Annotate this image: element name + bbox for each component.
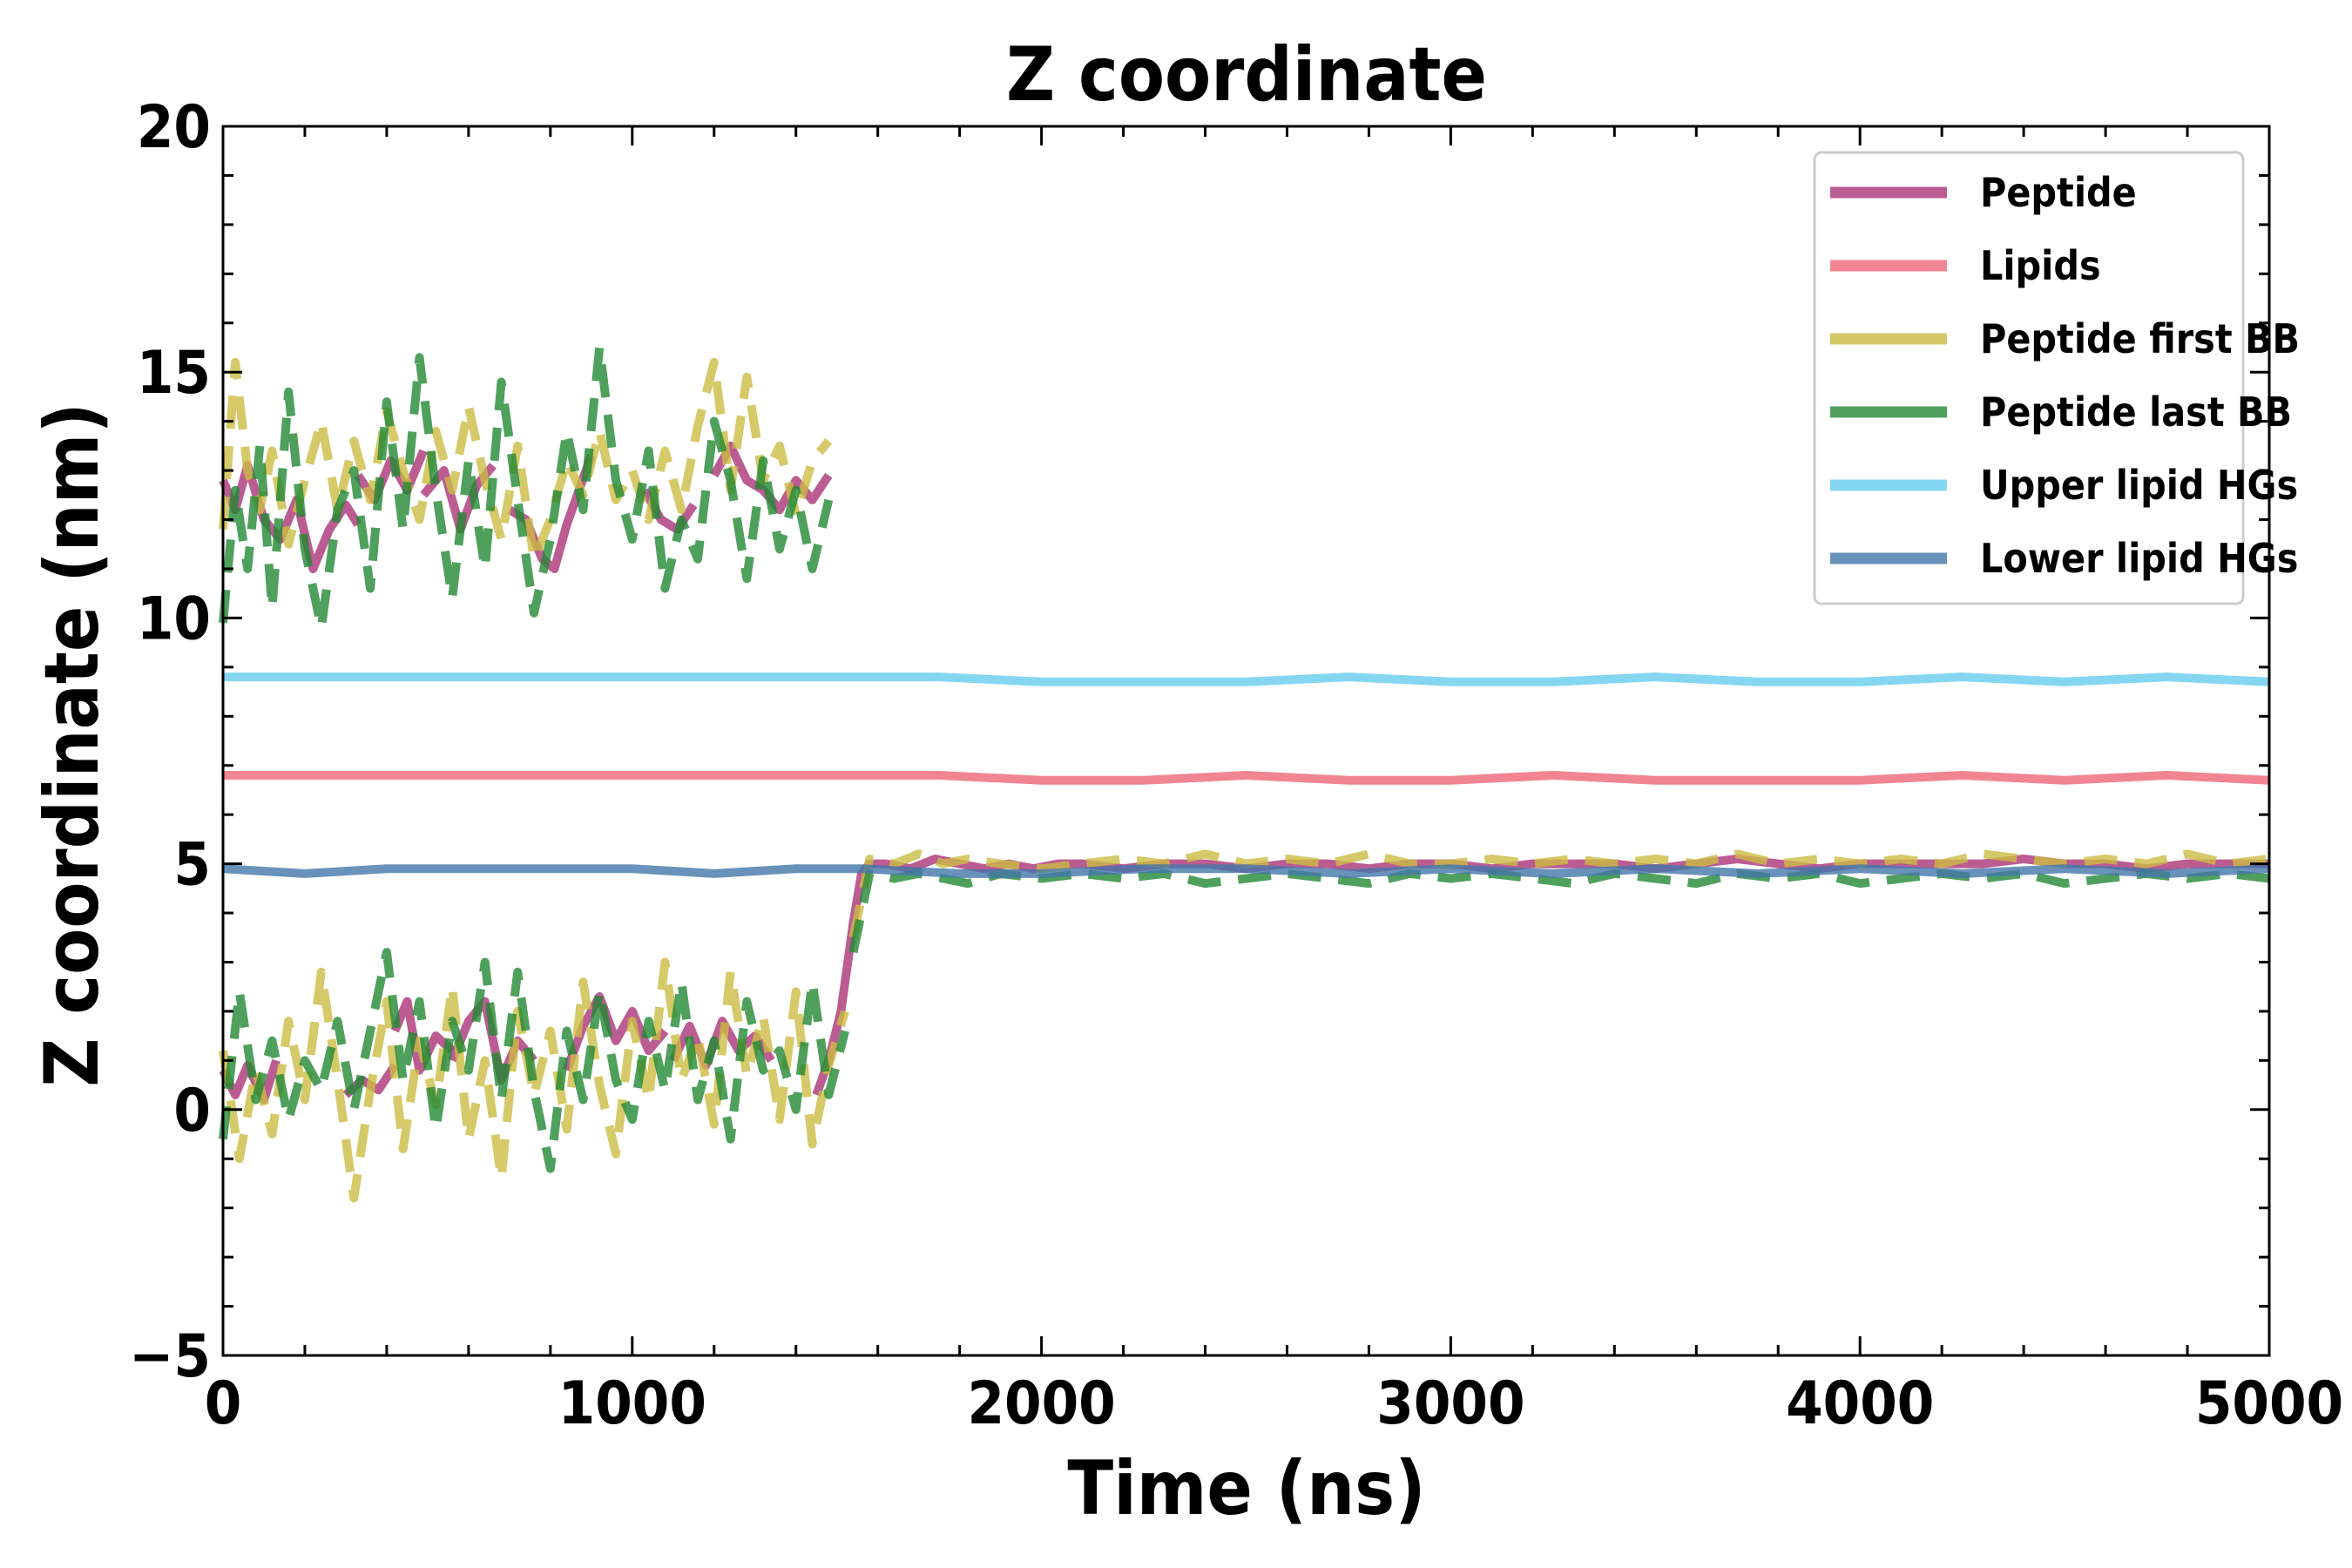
x-tick-label: 0 [205, 1369, 242, 1438]
legend-label: Peptide [1980, 169, 2137, 216]
y-tick-label: −5 [129, 1322, 211, 1391]
series-line-1-0 [223, 771, 2270, 785]
y-tick-label: 0 [173, 1077, 211, 1146]
series-line-0-8 [390, 997, 456, 1075]
chart-title: Z coordinate [1006, 31, 1487, 118]
legend-entry: Lower lipid HGs [1830, 535, 2298, 582]
y-tick-label: 10 [137, 585, 211, 653]
legend-entry: Peptide [1830, 169, 2137, 216]
series-line-4-0 [223, 672, 2270, 686]
y-tick-label: 15 [137, 339, 211, 408]
legend-label: Upper lipid HGs [1980, 462, 2298, 509]
y-tick-label: 5 [173, 831, 211, 900]
legend-entry: Peptide first BB [1830, 315, 2300, 362]
y-tick-label: 20 [137, 93, 211, 162]
series-line-5-0 [222, 864, 2270, 878]
x-tick-label: 2000 [967, 1369, 1115, 1438]
x-axis-label: Time (ns) [1067, 1445, 1425, 1532]
legend-entry: Peptide last BB [1830, 389, 2292, 436]
series-line-2-2 [848, 849, 2270, 939]
series-layer [219, 343, 2270, 1203]
series-line-3-1 [219, 948, 849, 1173]
series-line-0-9 [448, 997, 537, 1085]
legend-label: Peptide first BB [1980, 315, 2300, 362]
legend-label: Lower lipid HGs [1980, 535, 2298, 582]
x-tick-label: 4000 [1786, 1369, 1934, 1438]
plot-frame [221, 125, 2271, 1357]
x-tick-label: 5000 [2195, 1369, 2343, 1438]
legend: Peptide Lipids Peptide first BB Peptide las… [1813, 151, 2300, 605]
legend-label: Peptide last BB [1980, 389, 2292, 436]
x-tick-label: 1000 [558, 1369, 706, 1438]
legend-entry: Upper lipid HGs [1830, 462, 2298, 509]
y-axis-label: Z coordinate (nm) [29, 402, 116, 1086]
legend-entry: Lipids [1830, 242, 2101, 289]
legend-label: Lipids [1980, 242, 2101, 289]
series-lower-lipid-hgs [222, 864, 2270, 878]
series-upper-lipid-hgs [223, 672, 2270, 686]
series-lipids [223, 771, 2270, 785]
x-tick-label: 3000 [1376, 1369, 1524, 1438]
series-line-0-10 [562, 992, 669, 1072]
